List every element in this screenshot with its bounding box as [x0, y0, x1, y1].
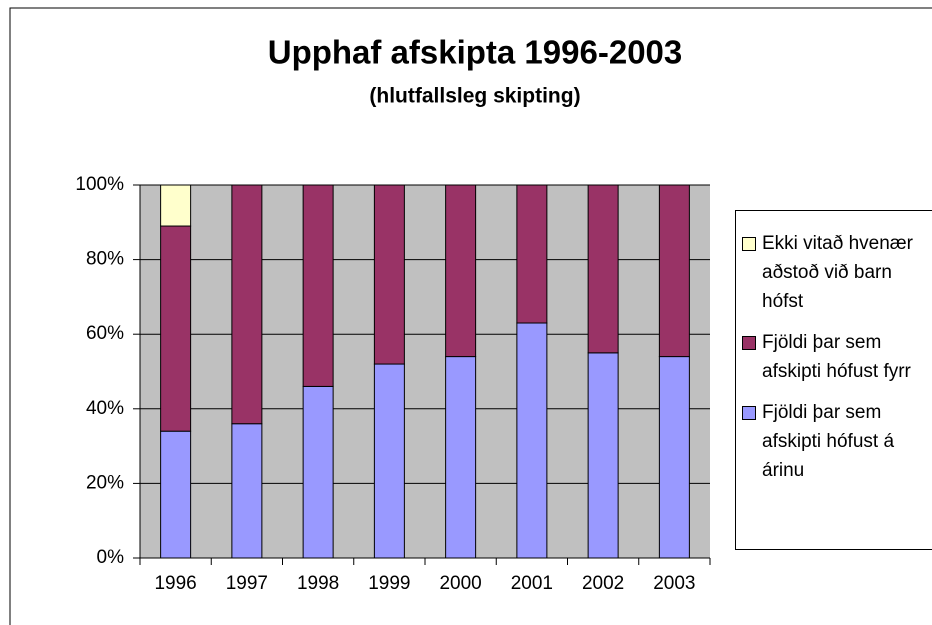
chart-subtitle: (hlutfallsleg skipting) [369, 85, 580, 108]
y-tick-label: 80% [86, 249, 124, 270]
x-tick-label: 1997 [226, 573, 268, 594]
bar-segment [231, 423, 263, 559]
bar-segment [302, 184, 334, 387]
x-tick-label: 1996 [154, 573, 196, 594]
y-tick-label: 60% [86, 323, 124, 344]
x-tick-label: 2003 [653, 573, 695, 594]
y-tick-label: 40% [86, 398, 124, 419]
y-tick-label: 20% [86, 472, 124, 493]
bar-segment [373, 184, 405, 365]
bar-segment [516, 322, 548, 559]
bar-segment [516, 184, 548, 324]
y-tick-label: 0% [97, 547, 125, 568]
x-tick-label: 1999 [368, 573, 410, 594]
legend-swatch [742, 237, 756, 251]
y-tick-label: 100% [75, 174, 124, 195]
bar-segment [445, 356, 477, 559]
legend-item: Ekki vitað hvenær aðstoð við barn hófst [742, 229, 932, 316]
legend-label: Fjöldi þar sem afskipti hófust á árinu [762, 402, 895, 481]
x-tick-label: 2002 [582, 573, 624, 594]
bar-segment [160, 430, 192, 559]
x-tick-label: 1998 [297, 573, 339, 594]
bar-segment [231, 184, 263, 425]
bar-segment [445, 184, 477, 358]
bar-segment [658, 184, 690, 358]
plot-area [140, 185, 710, 558]
bar-segment [587, 352, 619, 559]
legend-item: Fjöldi þar sem afskipti hófust fyrr [742, 328, 932, 386]
bar-segment [160, 184, 192, 227]
x-tick-label: 2001 [511, 573, 553, 594]
legend-label: Ekki vitað hvenær aðstoð við barn hófst [762, 233, 914, 312]
bar-segment [373, 363, 405, 559]
legend: Ekki vitað hvenær aðstoð við barn hófst F… [735, 210, 932, 550]
legend-item: Fjöldi þar sem afskipti hófust á árinu [742, 398, 932, 485]
bar-segment [160, 225, 192, 432]
legend-swatch [742, 406, 756, 420]
bar-segment [302, 385, 334, 559]
bar-segment [587, 184, 619, 354]
chart-title: Upphaf afskipta 1996-2003 [268, 34, 683, 71]
legend-label: Fjöldi þar sem afskipti hófust fyrr [762, 332, 911, 382]
x-tick-label: 2000 [439, 573, 481, 594]
legend-swatch [742, 336, 756, 350]
bar-segment [658, 356, 690, 559]
